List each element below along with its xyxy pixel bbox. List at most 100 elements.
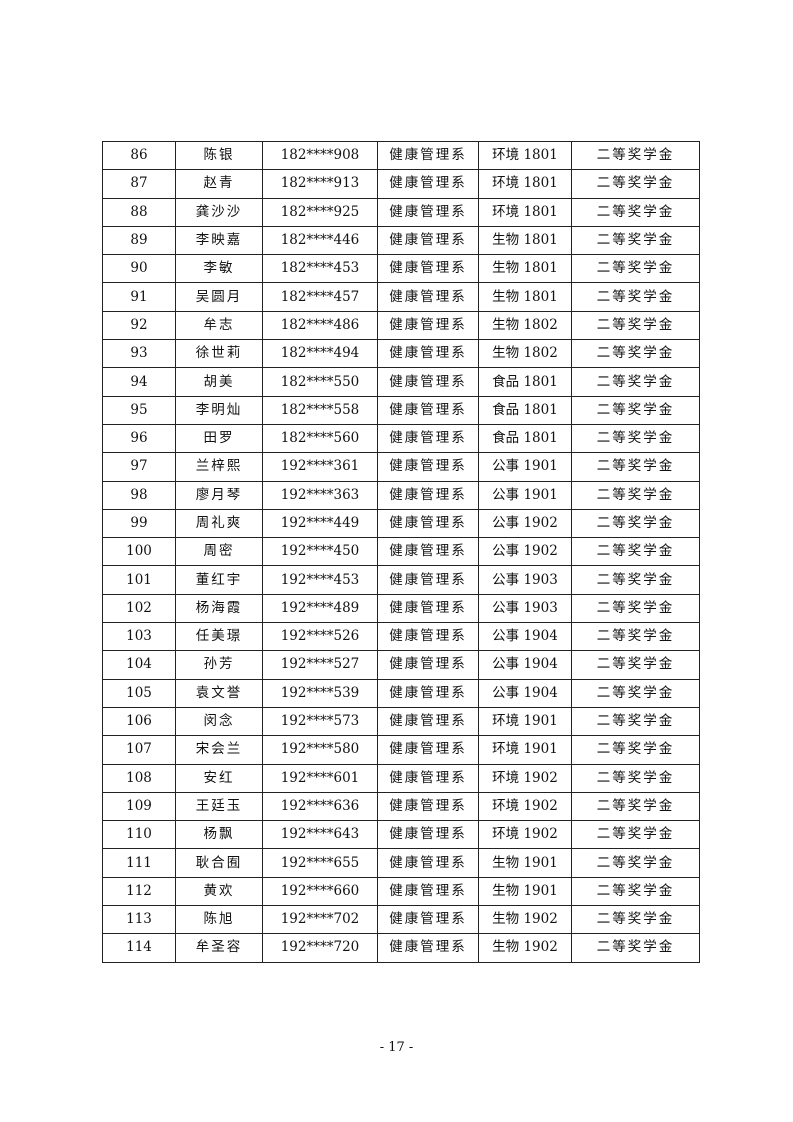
row-number: 86	[102, 140, 176, 171]
award: 二等奖学金	[571, 650, 700, 680]
table-row: 87 赵青 182****913 健康管理系 环境 1801 二等奖学金	[102, 169, 700, 199]
phone-number: 192****580	[262, 735, 378, 765]
class-name: 生物 1801	[478, 282, 572, 312]
class-name: 食品 1801	[478, 367, 572, 397]
class-name: 生物 1902	[478, 933, 572, 963]
student-name: 耿合囿	[175, 848, 263, 878]
class-name: 公事 1904	[478, 622, 572, 652]
award: 二等奖学金	[571, 735, 700, 765]
phone-number: 182****453	[262, 254, 378, 284]
table-row: 98 廖月琴 192****363 健康管理系 公事 1901 二等奖学金	[102, 480, 700, 510]
class-name: 公事 1904	[478, 678, 572, 708]
page-number: - 17 -	[379, 1040, 414, 1055]
phone-number: 192****660	[262, 876, 378, 907]
department: 健康管理系	[377, 678, 479, 708]
class-name: 生物 1802	[478, 339, 572, 369]
award: 二等奖学金	[571, 876, 700, 907]
department: 健康管理系	[377, 508, 479, 539]
row-number: 110	[102, 820, 176, 850]
table-row: 106 闵念 192****573 健康管理系 环境 1901 二等奖学金	[102, 706, 700, 737]
table-row: 89 李映嘉 182****446 健康管理系 生物 1801 二等奖学金	[102, 225, 700, 256]
class-name: 环境 1801	[478, 140, 572, 171]
award: 二等奖学金	[571, 820, 700, 850]
student-name: 牟圣容	[175, 933, 263, 963]
class-name: 生物 1801	[478, 225, 572, 256]
award: 二等奖学金	[571, 791, 700, 822]
department: 健康管理系	[377, 933, 479, 963]
row-number: 89	[102, 225, 176, 256]
table-row: 114 牟圣容 192****720 健康管理系 生物 1902 二等奖学金	[102, 933, 700, 963]
table-row: 95 李明灿 182****558 健康管理系 食品 1801 二等奖学金	[102, 395, 700, 425]
table-row: 93 徐世莉 182****494 健康管理系 生物 1802 二等奖学金	[102, 339, 700, 369]
phone-number: 192****636	[262, 791, 378, 822]
row-number: 91	[102, 282, 176, 312]
student-name: 兰梓熙	[175, 452, 263, 482]
class-name: 环境 1902	[478, 820, 572, 850]
student-name: 陈旭	[175, 905, 263, 935]
department: 健康管理系	[377, 763, 479, 793]
class-name: 公事 1903	[478, 593, 572, 624]
department: 健康管理系	[377, 254, 479, 284]
phone-number: 192****453	[262, 565, 378, 595]
phone-number: 192****539	[262, 678, 378, 708]
award: 二等奖学金	[571, 480, 700, 510]
row-number: 106	[102, 706, 176, 737]
phone-number: 182****486	[262, 310, 378, 341]
row-number: 102	[102, 593, 176, 624]
phone-number: 182****550	[262, 367, 378, 397]
department: 健康管理系	[377, 791, 479, 822]
student-name: 孙芳	[175, 650, 263, 680]
phone-number: 192****601	[262, 763, 378, 793]
award: 二等奖学金	[571, 339, 700, 369]
phone-number: 192****361	[262, 452, 378, 482]
phone-number: 192****643	[262, 820, 378, 850]
row-number: 90	[102, 254, 176, 284]
table-row: 107 宋会兰 192****580 健康管理系 环境 1901 二等奖学金	[102, 735, 700, 765]
student-name: 安红	[175, 763, 263, 793]
award: 二等奖学金	[571, 197, 700, 227]
class-name: 生物 1901	[478, 848, 572, 878]
award: 二等奖学金	[571, 848, 700, 878]
award: 二等奖学金	[571, 310, 700, 341]
award: 二等奖学金	[571, 169, 700, 199]
class-name: 生物 1801	[478, 254, 572, 284]
phone-number: 182****558	[262, 395, 378, 425]
phone-number: 192****363	[262, 480, 378, 510]
award: 二等奖学金	[571, 225, 700, 256]
class-name: 公事 1902	[478, 508, 572, 539]
row-number: 112	[102, 876, 176, 907]
class-name: 环境 1901	[478, 706, 572, 737]
department: 健康管理系	[377, 480, 479, 510]
department: 健康管理系	[377, 310, 479, 341]
award: 二等奖学金	[571, 367, 700, 397]
student-name: 陈银	[175, 140, 263, 171]
phone-number: 182****457	[262, 282, 378, 312]
table-row: 111 耿合囿 192****655 健康管理系 生物 1901 二等奖学金	[102, 848, 700, 878]
phone-number: 192****573	[262, 706, 378, 737]
department: 健康管理系	[377, 169, 479, 199]
phone-number: 182****913	[262, 169, 378, 199]
student-name: 周礼爽	[175, 508, 263, 539]
student-name: 赵青	[175, 169, 263, 199]
award: 二等奖学金	[571, 678, 700, 708]
row-number: 97	[102, 452, 176, 482]
student-name: 廖月琴	[175, 480, 263, 510]
award: 二等奖学金	[571, 537, 700, 567]
class-name: 食品 1801	[478, 423, 572, 454]
class-name: 生物 1802	[478, 310, 572, 341]
department: 健康管理系	[377, 452, 479, 482]
scholarship-table: 86 陈银 182****908 健康管理系 环境 1801 二等奖学金 87 赵青 182**…	[102, 140, 700, 963]
phone-number: 192****526	[262, 622, 378, 652]
table-row: 91 吴圆月 182****457 健康管理系 生物 1801 二等奖学金	[102, 282, 700, 312]
award: 二等奖学金	[571, 905, 700, 935]
award: 二等奖学金	[571, 423, 700, 454]
table-row: 94 胡美 182****550 健康管理系 食品 1801 二等奖学金	[102, 367, 700, 397]
class-name: 生物 1901	[478, 876, 572, 907]
class-name: 食品 1801	[478, 395, 572, 425]
student-name: 宋会兰	[175, 735, 263, 765]
award: 二等奖学金	[571, 593, 700, 624]
table-row: 109 王廷玉 192****636 健康管理系 环境 1902 二等奖学金	[102, 791, 700, 822]
department: 健康管理系	[377, 848, 479, 878]
row-number: 95	[102, 395, 176, 425]
phone-number: 182****446	[262, 225, 378, 256]
